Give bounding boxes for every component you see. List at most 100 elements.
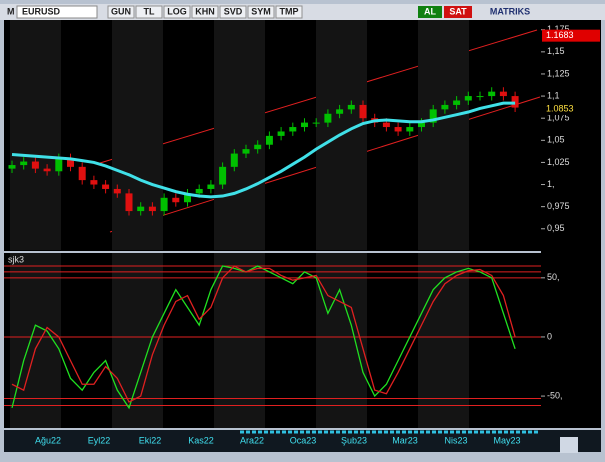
- time-axis: [4, 430, 601, 452]
- x-tick-label: Oca23: [290, 435, 317, 445]
- sell-button[interactable]: [444, 6, 472, 18]
- candle-body: [242, 149, 250, 154]
- x-tick-label: Kas22: [188, 435, 214, 445]
- candle-body: [312, 122, 320, 124]
- candle-body: [382, 122, 390, 128]
- candle-body: [8, 165, 16, 169]
- candle-body: [230, 153, 238, 167]
- month-stripe: [112, 20, 163, 250]
- x-tick-label: Nis23: [444, 435, 467, 445]
- candle-body: [113, 188, 121, 194]
- candle-body: [441, 104, 449, 110]
- candle-body: [102, 184, 110, 189]
- candle-body: [359, 104, 367, 119]
- candle-body: [160, 197, 168, 212]
- candle-body: [254, 144, 262, 150]
- candle-body: [453, 100, 461, 105]
- y-tick-label: 1,05: [547, 135, 565, 145]
- month-stripe: [214, 20, 265, 250]
- brand: MATRIKS: [490, 6, 530, 16]
- candle-body: [90, 180, 98, 185]
- candle-body: [219, 166, 227, 185]
- toolbar-button-label: SVD: [224, 6, 243, 16]
- candle-body: [172, 197, 180, 203]
- month-stripe: [316, 253, 367, 428]
- buy-button[interactable]: [418, 6, 442, 18]
- y-tick-label: 50,: [547, 272, 560, 282]
- price-label: 1.0853: [546, 103, 574, 113]
- x-tick-label: Eyl22: [88, 435, 111, 445]
- y-tick-label: 1,125: [547, 68, 570, 78]
- x-tick-label: May23: [493, 435, 520, 445]
- x-tick-label: Şub23: [341, 435, 367, 445]
- toolbar-button-label: KHN: [195, 6, 215, 16]
- moving-average: [11, 101, 516, 199]
- sell-label: SAT: [449, 6, 467, 16]
- candle-body: [476, 96, 484, 98]
- indicator-title: sjk3: [8, 254, 24, 264]
- toolbar-button[interactable]: [275, 5, 303, 19]
- price-label-box: [542, 29, 600, 42]
- symbol-box[interactable]: [16, 5, 98, 19]
- candle-body: [418, 122, 425, 128]
- x-tick-label: Ara22: [240, 435, 264, 445]
- toolbar-button[interactable]: [247, 5, 275, 19]
- candle-body: [406, 127, 414, 132]
- candle-body: [301, 122, 308, 128]
- candle-body: [207, 184, 215, 189]
- candle-body: [195, 188, 203, 194]
- candle-body: [55, 158, 63, 172]
- toolbar-button-label: LOG: [167, 6, 187, 16]
- price-label-box: [542, 103, 600, 116]
- y-tick-label: -50,: [547, 390, 563, 400]
- candle-body: [464, 96, 472, 101]
- candle-body: [429, 109, 437, 123]
- candle-body: [488, 91, 496, 97]
- refresh-button[interactable]: [560, 437, 578, 453]
- candle-body: [43, 168, 51, 172]
- axis-pane: [541, 20, 601, 428]
- toolbar-button-label: TMP: [280, 6, 299, 16]
- x-tick-label: Eki22: [139, 435, 162, 445]
- candle-body: [394, 127, 402, 132]
- month-stripe: [418, 20, 469, 250]
- logo: M: [7, 6, 15, 16]
- candle-body: [324, 113, 332, 123]
- toolbar-button[interactable]: [163, 5, 191, 19]
- candle-body: [289, 127, 297, 132]
- toolbar-button-label: SYM: [251, 6, 271, 16]
- month-stripe: [112, 253, 163, 428]
- buy-label: AL: [424, 6, 436, 16]
- price-label: 1.1683: [546, 30, 574, 40]
- y-tick-label: 1,075: [547, 113, 570, 123]
- candle-body: [31, 161, 39, 169]
- toolbar-button[interactable]: [107, 5, 135, 19]
- candle-body: [148, 206, 156, 212]
- indicator-line: [11, 265, 516, 403]
- toolbar-button[interactable]: [219, 5, 247, 19]
- y-tick-label: 1,025: [547, 157, 570, 167]
- symbol: EURUSD: [22, 6, 61, 16]
- candle-body: [78, 166, 86, 181]
- y-tick-label: 1,1: [547, 90, 560, 100]
- toolbar-button[interactable]: [135, 5, 163, 19]
- toolbar-button[interactable]: [191, 5, 219, 19]
- candle-body: [277, 131, 285, 136]
- y-tick-label: 0,95: [547, 223, 565, 233]
- candle-body: [347, 104, 355, 110]
- x-tick-label: Mar23: [392, 435, 418, 445]
- month-stripe: [10, 20, 61, 250]
- y-tick-label: 0,975: [547, 201, 570, 211]
- y-tick-label: 1,: [547, 179, 555, 189]
- candle-body: [137, 206, 145, 212]
- x-tick-label: Ağu22: [35, 435, 61, 445]
- toolbar-button-label: GUN: [111, 6, 131, 16]
- candle-body: [499, 91, 507, 97]
- candle-body: [184, 193, 191, 203]
- y-tick-label: 1,15: [547, 46, 565, 56]
- y-tick-label: 0: [547, 331, 552, 341]
- candle-body: [125, 193, 133, 212]
- candle-body: [67, 158, 74, 167]
- candle-body: [265, 135, 273, 145]
